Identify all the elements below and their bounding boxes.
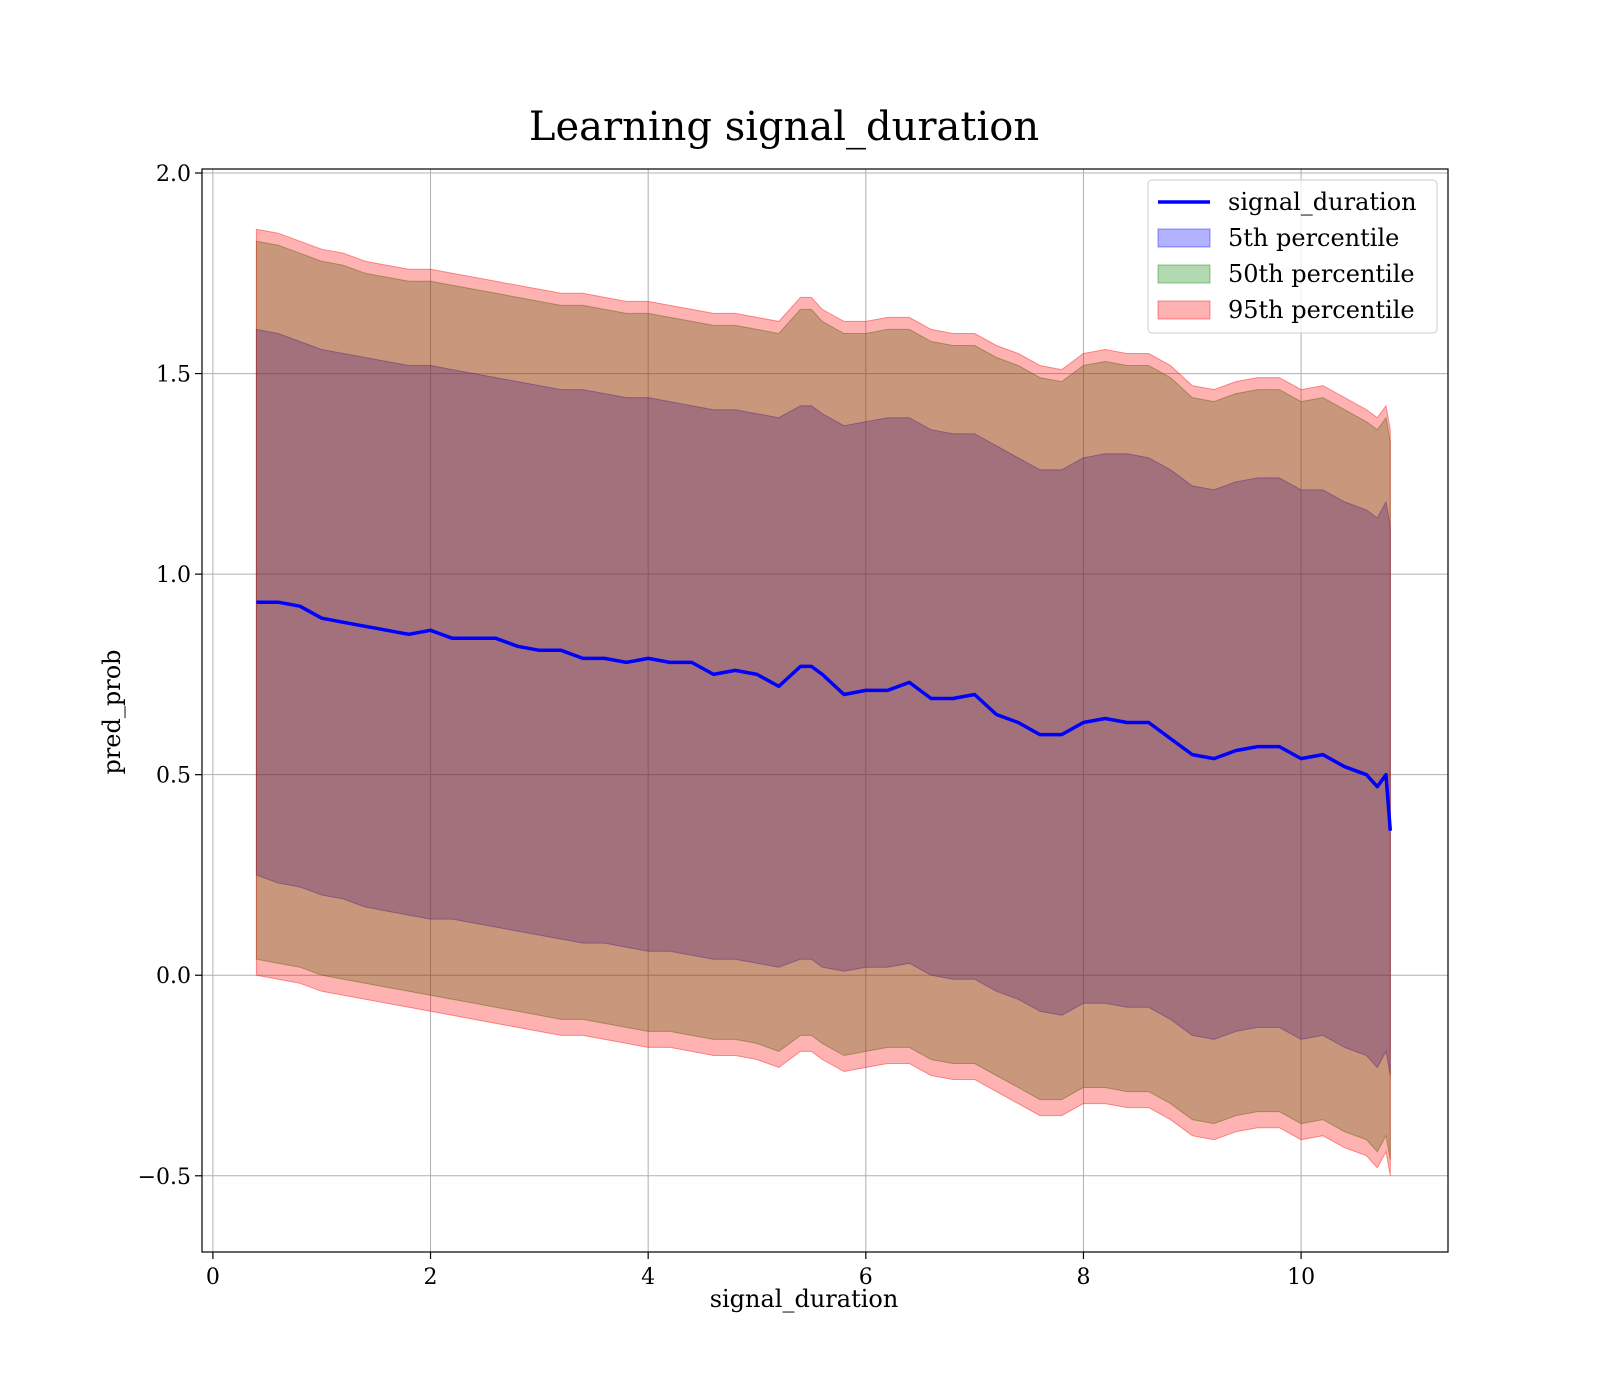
- legend-patch-swatch: [1157, 228, 1211, 248]
- legend-patch-swatch: [1157, 264, 1211, 284]
- legend-label: signal_duration: [1228, 188, 1417, 216]
- x-tick-label: 10: [1287, 1265, 1315, 1290]
- y-tick-label: 0.5: [156, 764, 191, 789]
- x-tick-label: 6: [859, 1265, 873, 1290]
- y-tick-label: 1.5: [156, 363, 191, 388]
- x-tick-label: 2: [424, 1265, 438, 1290]
- legend-label: 5th percentile: [1228, 224, 1399, 252]
- band-95th-percentile: [255, 228, 1391, 1176]
- chart-title: Learning signal_duration: [529, 104, 1039, 150]
- x-axis-label: signal_duration: [710, 1285, 899, 1313]
- y-axis-label: pred_prob: [98, 649, 126, 774]
- y-tick-label: 0.0: [156, 964, 191, 989]
- legend-label: 95th percentile: [1228, 296, 1415, 324]
- band-5th-percentile: [255, 328, 1391, 1076]
- plot-area: 0 2 4 6 8 10 −0.5 0.0 0.5 1.0 1.5 2.0: [138, 162, 1449, 1290]
- x-tick-label: 4: [641, 1265, 655, 1290]
- band-50th-percentile: [255, 240, 1391, 1160]
- legend-label: 50th percentile: [1228, 260, 1415, 288]
- y-tick-label: 1.0: [156, 563, 191, 588]
- series-line-signal-duration: [256, 600, 1393, 831]
- legend: signal_duration 5th percentile 50th percen…: [1147, 179, 1438, 334]
- y-tick-label: 2.0: [156, 162, 191, 187]
- x-tick-label: 0: [206, 1265, 220, 1290]
- axes-frame: [201, 168, 1449, 1253]
- legend-frame: [1147, 179, 1438, 334]
- legend-patch-swatch: [1157, 300, 1211, 320]
- y-tick-label: −0.5: [138, 1165, 191, 1190]
- x-tick-label: 8: [1076, 1265, 1090, 1290]
